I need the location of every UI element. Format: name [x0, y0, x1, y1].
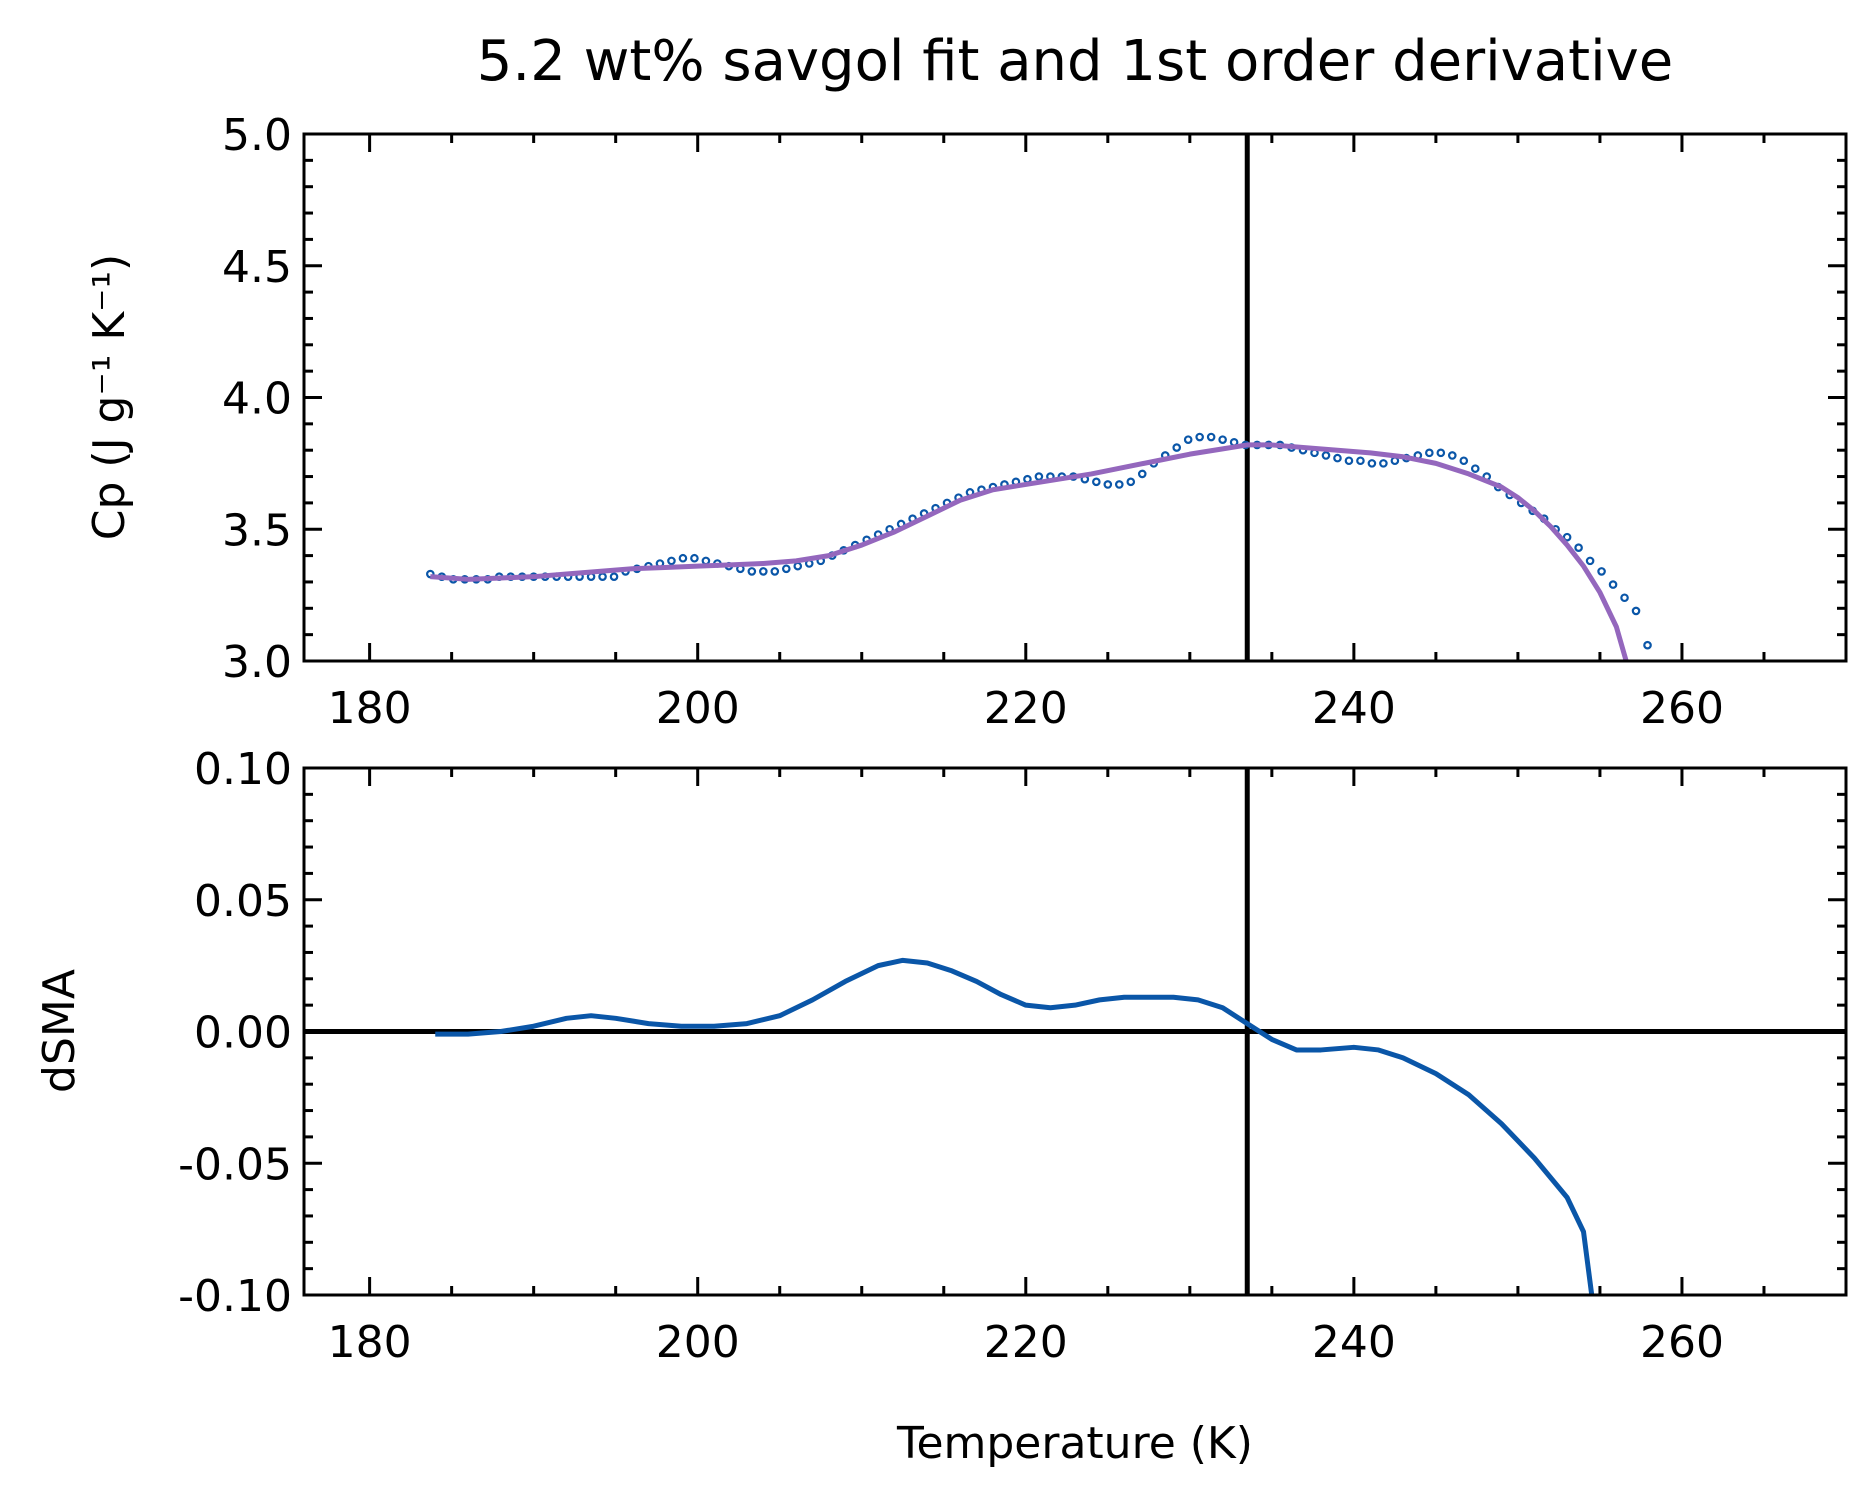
data-point [1172, 443, 1182, 452]
data-point [1333, 453, 1342, 463]
y-tick-label: -0.05 [178, 1139, 292, 1190]
data-point [609, 572, 619, 581]
data-point [1321, 451, 1331, 460]
top-y-axis-label: Cp (J g⁻¹ K⁻¹) [84, 254, 135, 540]
data-point [1137, 469, 1147, 479]
x-tick-label: 260 [1640, 1317, 1724, 1368]
data-point [1459, 456, 1469, 466]
x-tick-label: 240 [1312, 1317, 1396, 1368]
data-point [701, 556, 711, 566]
data-point [667, 556, 676, 566]
data-point [678, 553, 688, 563]
x-axis-label: Temperature (K) [896, 1418, 1253, 1469]
data-point [793, 561, 803, 571]
y-tick-label: 0.10 [194, 744, 292, 795]
x-tick-label: 200 [656, 1317, 740, 1368]
data-point [1195, 432, 1204, 442]
data-point [1114, 480, 1124, 489]
top-plot-frame [302, 132, 1848, 663]
data-point [1643, 640, 1652, 650]
data-point [1585, 556, 1595, 566]
x-tick-label: 240 [1312, 683, 1396, 734]
data-point [1425, 448, 1434, 458]
y-tick-label: 3.0 [222, 637, 292, 688]
x-tick-label: 180 [328, 683, 412, 734]
y-tick-label: 0.05 [194, 876, 292, 927]
savgol-fit-line [430, 442, 1629, 661]
data-point [1620, 593, 1629, 603]
data-point [690, 553, 699, 563]
data-point [1356, 456, 1365, 466]
data-point [1103, 480, 1113, 489]
x-tick-label: 220 [984, 1317, 1068, 1368]
data-point [1218, 435, 1227, 444]
data-point [1436, 448, 1446, 458]
data-point [759, 567, 768, 576]
data-point [770, 567, 780, 576]
y-tick-label: 3.5 [222, 505, 292, 556]
data-point [1092, 477, 1101, 487]
y-tick-label: 0.00 [194, 1008, 292, 1059]
data-point [1379, 459, 1388, 468]
data-point [1126, 477, 1136, 487]
data-point [1447, 451, 1457, 460]
x-tick-label: 180 [328, 1317, 412, 1368]
bottom-y-axis-label: dSMA [34, 969, 85, 1093]
y-tick-label: 4.5 [222, 242, 292, 293]
chart-title: 5.2 wt% savgol fit and 1st order derivat… [477, 29, 1673, 94]
data-point [747, 567, 757, 576]
y-tick-label: 4.0 [222, 374, 292, 425]
bottom-plot-frame [302, 766, 1848, 1297]
data-point [781, 564, 791, 574]
data-point [1562, 532, 1572, 542]
derivative-line [435, 957, 1595, 1295]
data-point [1631, 606, 1641, 616]
y-tick-label: 5.0 [222, 110, 292, 161]
data-point [1597, 567, 1606, 576]
x-tick-label: 220 [984, 683, 1068, 734]
data-point [1367, 459, 1377, 468]
bottom-panel: 180 200 220 240 260 -0.10 -0.05 0.00 0.05 0.10 dS… [34, 744, 1848, 1469]
data-point [1034, 472, 1044, 481]
data-point [1574, 543, 1583, 552]
data-point [1470, 464, 1480, 473]
x-tick-label: 260 [1640, 683, 1724, 734]
data-point [1183, 435, 1193, 444]
y-tick-label: -0.10 [178, 1271, 292, 1322]
data-point [1608, 580, 1618, 589]
top-panel: 180 200 220 240 260 3.0 3.5 4.0 4.5 5.0 Cp (J g⁻¹… [84, 110, 1848, 734]
data-point [1206, 432, 1216, 442]
x-tick-label: 200 [656, 683, 740, 734]
data-point [1344, 456, 1354, 466]
data-point [598, 572, 607, 581]
